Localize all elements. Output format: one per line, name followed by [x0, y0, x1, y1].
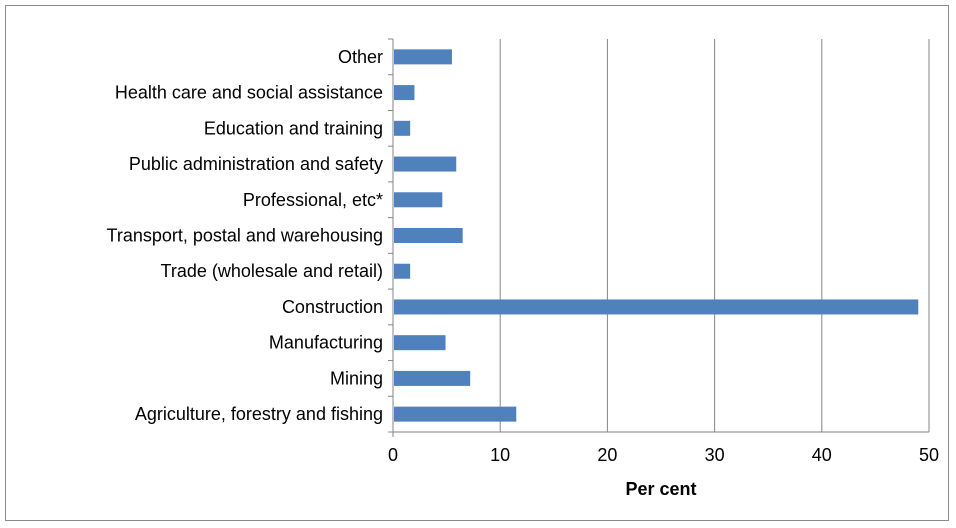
category-label: Mining [330, 368, 383, 388]
bar [394, 228, 463, 243]
bar [394, 335, 446, 351]
bar [394, 156, 457, 172]
bar [394, 49, 452, 65]
category-labels: Agriculture, forestry and fishing Mining M… [107, 47, 384, 424]
x-tick-label: 50 [919, 445, 939, 465]
bar [394, 263, 411, 279]
x-axis-title: Per cent [625, 479, 696, 499]
x-tick-label: 40 [812, 445, 832, 465]
bar [394, 370, 471, 386]
bar [394, 192, 443, 208]
x-tick-label: 30 [705, 445, 725, 465]
x-tick-label: 20 [597, 445, 617, 465]
axes [388, 38, 929, 437]
bar [394, 299, 919, 315]
bar [394, 120, 411, 136]
category-label: Public administration and safety [129, 154, 383, 174]
category-label: Professional, etc* [243, 190, 383, 210]
category-label: Construction [282, 297, 383, 317]
x-tick-label: 0 [388, 445, 398, 465]
x-tick-label: 10 [490, 445, 510, 465]
category-label: Other [338, 47, 383, 67]
category-label: Transport, postal and warehousing [107, 226, 384, 246]
bars [394, 49, 919, 422]
category-label: Health care and social assistance [115, 83, 383, 103]
chart-frame [5, 5, 949, 521]
gridlines [499, 39, 930, 432]
tick-labels: 0 10 20 30 40 50 [388, 445, 939, 465]
category-label: Manufacturing [269, 333, 383, 353]
category-label: Trade (wholesale and retail) [161, 261, 383, 281]
category-label: Education and training [204, 118, 383, 138]
category-label: Agriculture, forestry and fishing [135, 404, 383, 424]
bar [394, 406, 517, 422]
bar [394, 85, 415, 101]
